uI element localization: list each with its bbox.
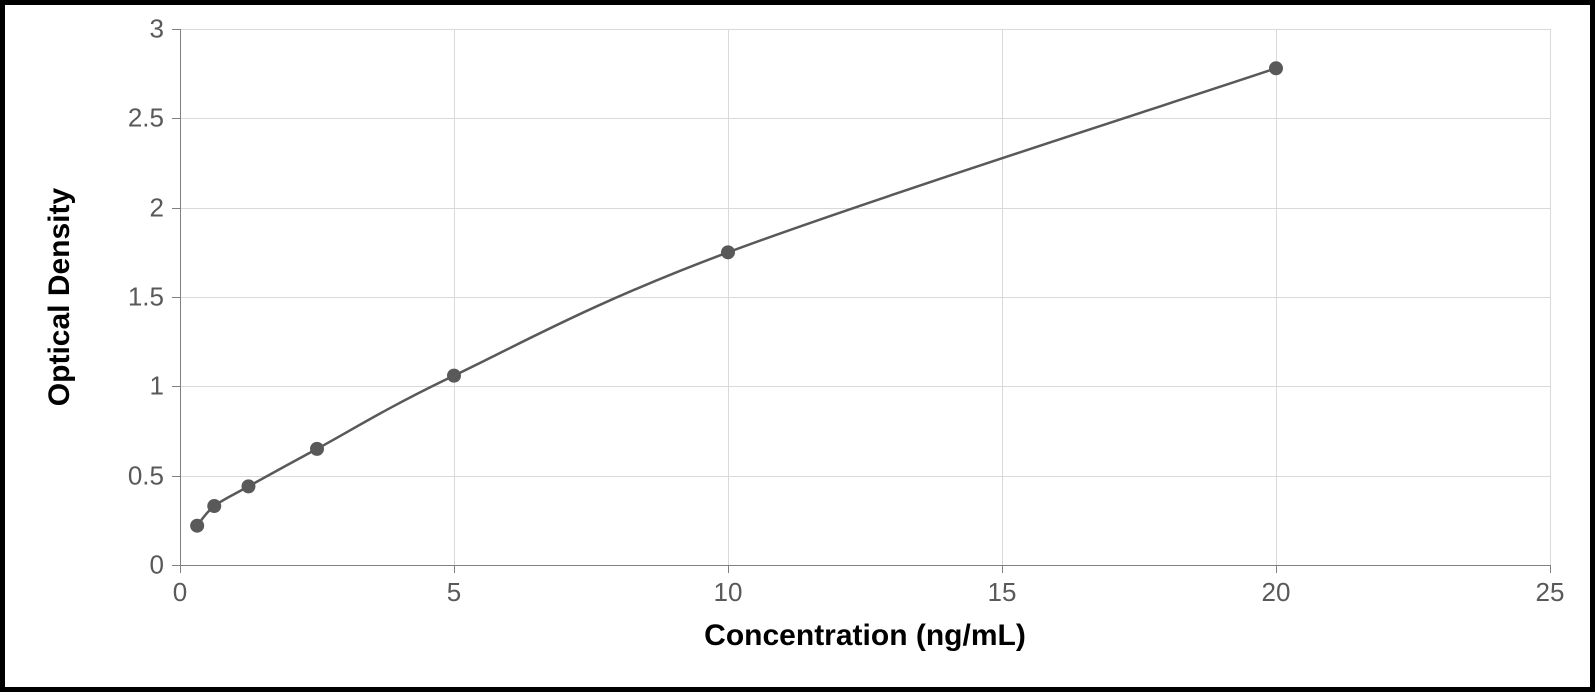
- y-tick-label: 2.5: [128, 103, 164, 134]
- y-tick: [172, 386, 180, 387]
- y-tick-label: 0.5: [128, 460, 164, 491]
- x-tick-label: 10: [714, 577, 743, 608]
- x-tick: [1002, 565, 1003, 573]
- x-tick-label: 25: [1536, 577, 1565, 608]
- x-tick: [728, 565, 729, 573]
- x-tick-label: 5: [447, 577, 461, 608]
- y-tick: [172, 118, 180, 119]
- y-tick-label: 0: [150, 550, 164, 581]
- data-point: [310, 442, 324, 456]
- y-axis-title: Optical Density: [43, 188, 77, 406]
- x-tick: [180, 565, 181, 573]
- y-tick: [172, 208, 180, 209]
- x-tick-label: 15: [988, 577, 1017, 608]
- y-tick: [172, 29, 180, 30]
- gridline-v: [1550, 29, 1551, 565]
- y-tick-label: 3: [150, 14, 164, 45]
- x-axis-line: [180, 565, 1550, 566]
- x-tick-label: 20: [1262, 577, 1291, 608]
- series-line: [197, 68, 1276, 525]
- y-tick: [172, 565, 180, 566]
- y-axis-line: [180, 29, 181, 565]
- plot-area: [180, 29, 1550, 565]
- data-point: [721, 245, 735, 259]
- x-axis-title: Concentration (ng/mL): [704, 619, 1026, 653]
- chart-svg-layer: [180, 29, 1550, 565]
- data-point: [207, 499, 221, 513]
- data-point: [190, 519, 204, 533]
- y-tick-label: 1.5: [128, 282, 164, 313]
- data-point: [242, 479, 256, 493]
- chart-outer-frame: 0 5 10 15 20 25 0 0.5 1 1.5 2 2.5 3 Concentration (n…: [0, 0, 1595, 692]
- x-tick: [1276, 565, 1277, 573]
- x-tick: [454, 565, 455, 573]
- data-point: [447, 369, 461, 383]
- y-tick: [172, 297, 180, 298]
- y-tick: [172, 476, 180, 477]
- x-tick-label: 0: [173, 577, 187, 608]
- x-tick: [1550, 565, 1551, 573]
- data-point: [1269, 61, 1283, 75]
- y-tick-label: 1: [150, 371, 164, 402]
- y-tick-label: 2: [150, 192, 164, 223]
